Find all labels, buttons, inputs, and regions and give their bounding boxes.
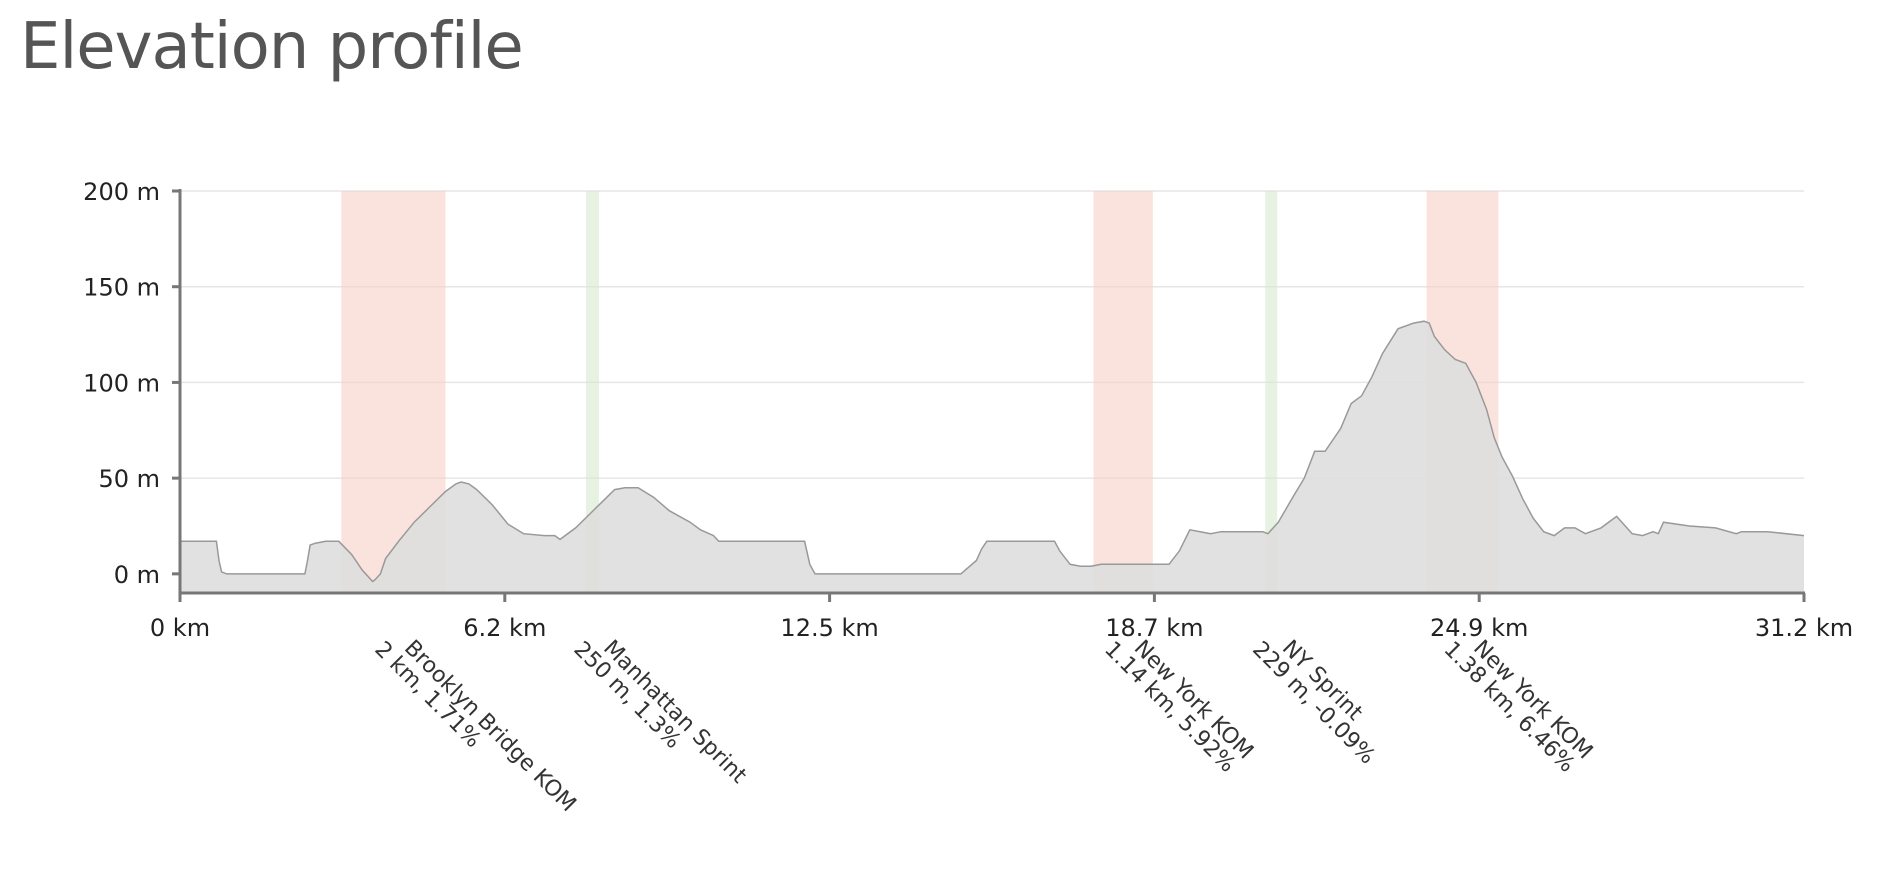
elevation-area-fill bbox=[180, 321, 1804, 593]
chart-title: Elevation profile bbox=[20, 10, 524, 84]
x-tick-label: 24.9 km bbox=[1430, 614, 1528, 642]
sprint-segment-band bbox=[1265, 191, 1278, 593]
sprint-segment-band bbox=[586, 191, 600, 593]
y-tick-label: 150 m bbox=[83, 274, 160, 302]
segment-name: Manhattan Sprint bbox=[598, 636, 751, 789]
y-tick-label: 100 m bbox=[83, 369, 160, 397]
elevation-area bbox=[180, 320, 1805, 593]
x-tick-label: 18.7 km bbox=[1105, 614, 1203, 642]
y-tick-label: 0 m bbox=[114, 561, 160, 589]
y-tick-label: 50 m bbox=[98, 465, 160, 493]
x-tick-label: 6.2 km bbox=[463, 614, 546, 642]
x-tick-label: 31.2 km bbox=[1755, 614, 1853, 642]
x-tick-label: 12.5 km bbox=[780, 614, 878, 642]
kom-segment-band bbox=[1093, 191, 1153, 593]
axes: 0 m 50 m 100 m 150 m 200 m 0 km 6.2 km 12.5 km 1… bbox=[83, 178, 1853, 642]
gridlines bbox=[180, 190, 1804, 479]
x-tick-label: 0 km bbox=[150, 614, 210, 642]
y-tick-label: 200 m bbox=[83, 178, 160, 206]
segment-name: Brooklyn Bridge KOM bbox=[399, 636, 580, 817]
elevation-line bbox=[180, 320, 1805, 583]
